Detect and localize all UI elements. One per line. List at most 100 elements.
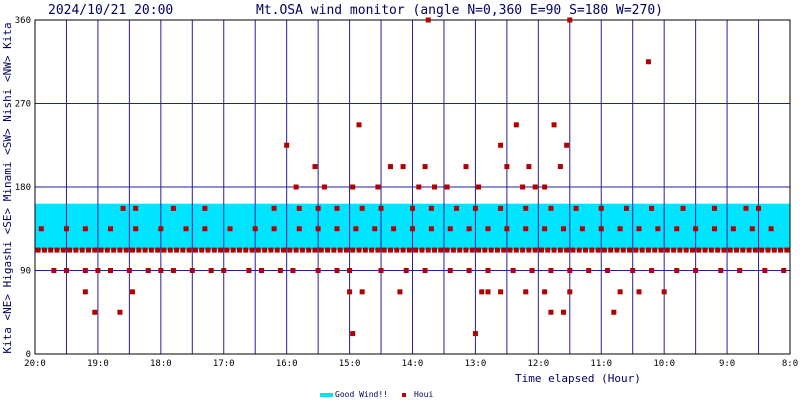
data-point	[406, 247, 412, 253]
data-point	[630, 268, 636, 273]
data-point	[334, 268, 340, 273]
data-point	[567, 268, 573, 273]
y-axis-label: Kita <NE> Higashi <SE> Minami <SW> Nishi…	[1, 22, 14, 353]
data-point	[394, 247, 400, 253]
data-point	[447, 268, 453, 273]
data-point	[447, 226, 453, 232]
data-point	[649, 268, 655, 273]
data-point	[611, 309, 617, 315]
data-point	[454, 205, 460, 211]
data-point	[268, 247, 274, 253]
data-point	[315, 205, 321, 211]
data-point	[381, 247, 387, 253]
legend-good-wind-label: Good Wind!!	[335, 390, 388, 399]
data-point	[334, 205, 340, 211]
tick-labels: 0 90 180 270 360 20:0 19:0 18:0 17:0 16:0 15:0 14:0…	[15, 16, 798, 369]
data-point	[183, 226, 189, 232]
data-point	[636, 289, 642, 295]
x-tick-label: 11:0	[590, 359, 612, 369]
data-point	[620, 247, 626, 253]
legend: Good Wind!! Houi	[320, 390, 433, 399]
data-point	[526, 247, 532, 253]
data-point	[444, 247, 450, 253]
data-point	[498, 142, 504, 148]
data-point	[202, 205, 208, 211]
data-point	[262, 247, 268, 253]
data-point	[400, 247, 406, 253]
data-point	[82, 268, 88, 273]
data-point	[284, 142, 290, 148]
data-point	[438, 247, 444, 253]
data-point	[343, 247, 349, 253]
data-point	[126, 268, 132, 273]
data-point	[778, 247, 784, 253]
data-points	[35, 17, 790, 337]
data-point	[416, 184, 422, 190]
data-point	[397, 289, 403, 295]
data-point	[189, 268, 195, 273]
data-point	[608, 247, 614, 253]
data-point	[299, 247, 305, 253]
data-point	[428, 226, 434, 232]
data-point	[708, 247, 714, 253]
data-point	[130, 247, 136, 253]
data-point	[564, 142, 570, 148]
data-point	[117, 247, 123, 253]
data-point	[410, 226, 415, 232]
data-point	[570, 247, 576, 253]
data-point	[369, 247, 375, 253]
data-point	[158, 226, 164, 232]
data-point	[315, 226, 321, 232]
data-point	[768, 226, 774, 232]
data-point	[375, 184, 381, 190]
data-point	[208, 268, 214, 273]
data-point	[391, 226, 397, 232]
data-point	[271, 205, 277, 211]
x-tick-label: 18:0	[150, 359, 172, 369]
data-point	[202, 226, 208, 232]
data-point	[186, 247, 192, 253]
data-point	[350, 331, 356, 337]
data-point	[752, 247, 758, 253]
data-point	[312, 247, 318, 253]
data-point	[463, 247, 469, 253]
legend-houi-swatch	[402, 393, 406, 397]
data-point	[249, 247, 255, 253]
data-point	[617, 289, 623, 295]
data-point	[784, 247, 790, 253]
data-point	[583, 247, 589, 253]
data-point	[35, 247, 41, 253]
data-point	[652, 247, 658, 253]
x-tick-label: 17:0	[213, 359, 235, 369]
y-tick-label: 0	[26, 350, 31, 360]
data-point	[387, 164, 393, 170]
data-point	[400, 164, 406, 170]
data-point	[211, 247, 217, 253]
data-point	[469, 247, 475, 253]
data-point	[674, 226, 680, 232]
data-point	[633, 247, 639, 253]
data-point	[689, 247, 695, 253]
data-point	[693, 268, 699, 273]
data-point	[387, 247, 393, 253]
data-point	[67, 247, 73, 253]
x-tick-label: 8:0	[782, 359, 798, 369]
data-point	[538, 247, 544, 253]
data-point	[476, 184, 482, 190]
data-point	[413, 247, 419, 253]
data-point	[765, 247, 771, 253]
data-point	[293, 247, 299, 253]
data-point	[325, 247, 331, 253]
data-point	[334, 226, 340, 232]
data-point	[718, 268, 724, 273]
data-point	[762, 268, 768, 273]
data-point	[378, 268, 384, 273]
data-point	[356, 247, 362, 253]
data-point	[410, 205, 415, 211]
y-tick-label: 360	[15, 16, 31, 26]
data-point	[542, 184, 548, 190]
data-point	[463, 164, 469, 170]
data-point	[576, 247, 582, 253]
